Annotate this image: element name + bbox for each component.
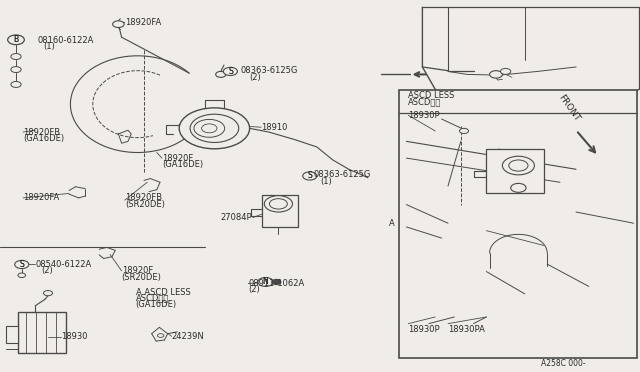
Circle shape: [509, 160, 528, 171]
Text: (SR20DE): (SR20DE): [122, 273, 161, 282]
Circle shape: [223, 67, 237, 76]
Text: 18920FB: 18920FB: [23, 128, 60, 137]
Text: S: S: [307, 171, 312, 180]
Text: 27084P: 27084P: [221, 213, 252, 222]
Text: 08540-6122A: 08540-6122A: [35, 260, 92, 269]
Text: N: N: [263, 278, 268, 286]
Text: 18930PA: 18930PA: [448, 325, 485, 334]
Circle shape: [44, 291, 52, 296]
Text: (2): (2): [248, 285, 260, 294]
Circle shape: [11, 67, 21, 73]
Text: ASCD無車: ASCD無車: [136, 294, 169, 303]
Circle shape: [11, 81, 21, 87]
Text: 18930: 18930: [61, 332, 87, 341]
Text: N: N: [263, 278, 268, 286]
Text: (GA16DE): (GA16DE): [136, 300, 177, 309]
Text: S: S: [19, 260, 24, 269]
Circle shape: [511, 183, 526, 192]
Text: 18930P: 18930P: [408, 111, 440, 120]
Text: ASCD LESS: ASCD LESS: [408, 92, 454, 100]
Text: 08160-6122A: 08160-6122A: [37, 36, 93, 45]
Circle shape: [194, 119, 225, 137]
Circle shape: [258, 278, 273, 286]
Bar: [6, 326, 18, 343]
Circle shape: [303, 172, 317, 180]
Text: 08363-6125G: 08363-6125G: [241, 66, 298, 75]
Circle shape: [11, 54, 21, 60]
Text: 18920F: 18920F: [162, 154, 193, 163]
Text: B: B: [13, 35, 19, 44]
Text: S: S: [228, 67, 233, 76]
Bar: [18, 312, 66, 353]
Text: (2): (2): [250, 73, 261, 81]
Text: A: A: [389, 219, 395, 228]
Circle shape: [502, 156, 534, 175]
Text: B: B: [13, 35, 19, 44]
Text: 18920FA: 18920FA: [125, 18, 161, 27]
Text: (2): (2): [42, 266, 53, 275]
Text: 24239N: 24239N: [172, 332, 204, 341]
Text: ASCD無車: ASCD無車: [408, 98, 442, 107]
Bar: [486, 149, 544, 193]
Text: S: S: [307, 171, 312, 180]
Text: (GA16DE): (GA16DE): [23, 134, 64, 143]
Circle shape: [190, 114, 239, 142]
Text: (GA16DE): (GA16DE): [162, 160, 203, 169]
Circle shape: [500, 68, 511, 74]
Text: A ASCD LESS: A ASCD LESS: [136, 288, 191, 296]
Circle shape: [202, 124, 217, 133]
Circle shape: [269, 199, 287, 209]
Circle shape: [113, 21, 124, 28]
Circle shape: [15, 260, 29, 269]
Text: 18920FA: 18920FA: [23, 193, 60, 202]
Text: 18910: 18910: [261, 123, 287, 132]
Circle shape: [272, 279, 281, 285]
Text: S: S: [228, 67, 233, 76]
Circle shape: [157, 334, 164, 337]
Text: 08911-1062A: 08911-1062A: [248, 279, 305, 288]
Circle shape: [490, 71, 502, 78]
Text: S: S: [19, 260, 24, 269]
Circle shape: [216, 71, 226, 77]
Text: (SR20DE): (SR20DE): [125, 200, 164, 209]
Text: 18920F: 18920F: [122, 266, 153, 275]
Text: FRONT: FRONT: [557, 93, 582, 123]
Text: 18930P: 18930P: [408, 325, 440, 334]
Bar: [262, 195, 298, 227]
Circle shape: [460, 128, 468, 134]
Text: 18920FB: 18920FB: [125, 193, 162, 202]
Text: (1): (1): [320, 177, 332, 186]
Bar: [399, 90, 637, 358]
Text: (1): (1): [44, 42, 55, 51]
Circle shape: [18, 273, 26, 278]
Text: 08363-6125G: 08363-6125G: [314, 170, 371, 179]
Circle shape: [8, 35, 24, 45]
Text: A258C 000-: A258C 000-: [541, 359, 586, 368]
Circle shape: [179, 108, 250, 149]
Circle shape: [264, 196, 292, 212]
